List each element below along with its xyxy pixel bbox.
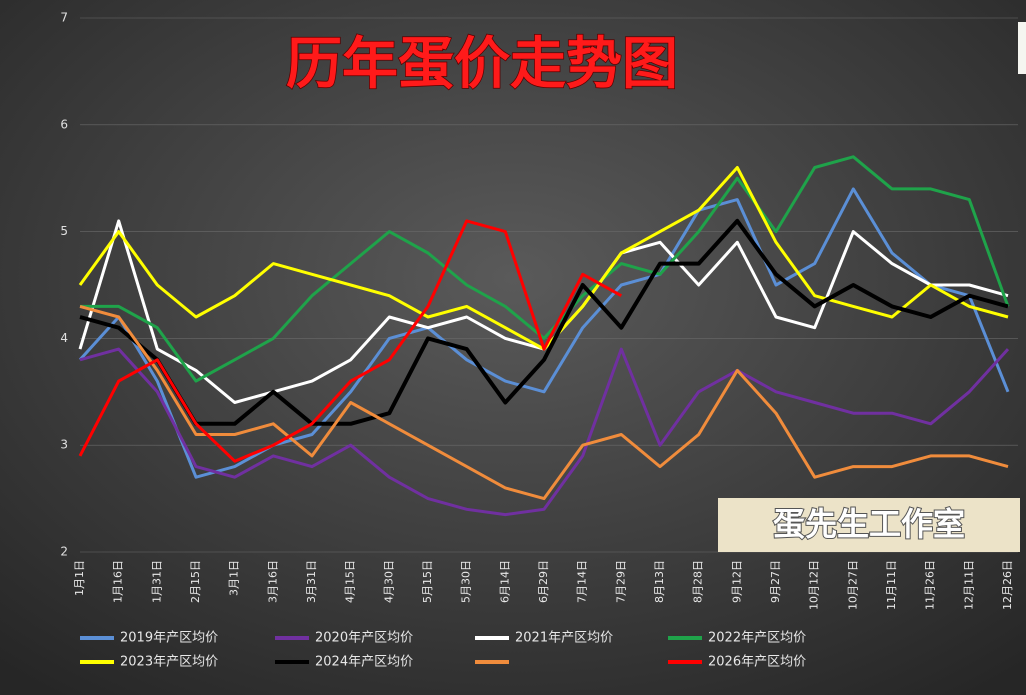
x-tick-label: 6月29日 xyxy=(537,560,550,603)
watermark-text: 蛋先生工作室 xyxy=(773,505,965,543)
x-tick-label: 10月27日 xyxy=(846,560,859,610)
x-tick-label: 12月11日 xyxy=(962,560,975,610)
x-tick-label: 4月30日 xyxy=(382,560,395,603)
legend-label: 2019年产区均价 xyxy=(120,631,218,646)
legend-label: 2026年产区均价 xyxy=(708,655,806,670)
x-tick-label: 6月14日 xyxy=(498,560,511,603)
x-tick-label: 7月29日 xyxy=(614,560,627,603)
corner-box xyxy=(1018,22,1026,74)
series-line xyxy=(79,347,1010,517)
x-tick-label: 5月30日 xyxy=(460,560,473,603)
y-tick-label: 5 xyxy=(60,224,68,238)
y-tick-label: 3 xyxy=(60,438,68,452)
x-tick-label: 2月15日 xyxy=(189,560,202,603)
chart-title: 历年蛋价走势图 xyxy=(286,32,678,97)
series-line xyxy=(79,218,1009,426)
x-tick-label: 7月14日 xyxy=(576,560,589,603)
y-tick-label: 7 xyxy=(60,11,68,25)
series-line xyxy=(80,155,1010,383)
x-tick-label: 11月26日 xyxy=(924,560,937,610)
x-tick-label: 1月1日 xyxy=(73,560,86,596)
x-tick-label: 8月28日 xyxy=(692,560,705,603)
x-tick-label: 8月13日 xyxy=(653,560,666,603)
x-tick-label: 9月12日 xyxy=(730,560,743,603)
series-line xyxy=(78,187,1010,479)
x-tick-label: 3月31日 xyxy=(305,560,318,603)
legend-label: 2024年产区均价 xyxy=(315,655,413,670)
x-tick-label: 1月31日 xyxy=(150,560,163,603)
x-tick-label: 4月15日 xyxy=(344,560,357,603)
y-tick-label: 4 xyxy=(60,331,68,345)
watermark-box xyxy=(718,498,1020,552)
x-tick-label: 3月16日 xyxy=(266,560,279,603)
y-tick-label: 2 xyxy=(60,545,68,559)
legend-label: 2023年产区均价 xyxy=(120,655,218,670)
series-line xyxy=(78,219,623,463)
x-tick-label: 11月11日 xyxy=(885,560,898,610)
x-tick-label: 5月15日 xyxy=(421,560,434,603)
x-tick-label: 12月26日 xyxy=(1001,560,1014,610)
y-tick-label: 6 xyxy=(60,117,68,131)
legend-label: 2021年产区均价 xyxy=(515,631,613,646)
series-line xyxy=(79,304,1009,501)
x-tick-label: 1月16日 xyxy=(112,560,125,603)
legend-label: 2020年产区均价 xyxy=(315,631,413,646)
x-tick-label: 10月12日 xyxy=(808,560,821,610)
x-tick-label: 3月1日 xyxy=(228,560,241,596)
x-tick-label: 9月27日 xyxy=(769,560,782,603)
legend-label: 2022年产区均价 xyxy=(708,631,806,646)
